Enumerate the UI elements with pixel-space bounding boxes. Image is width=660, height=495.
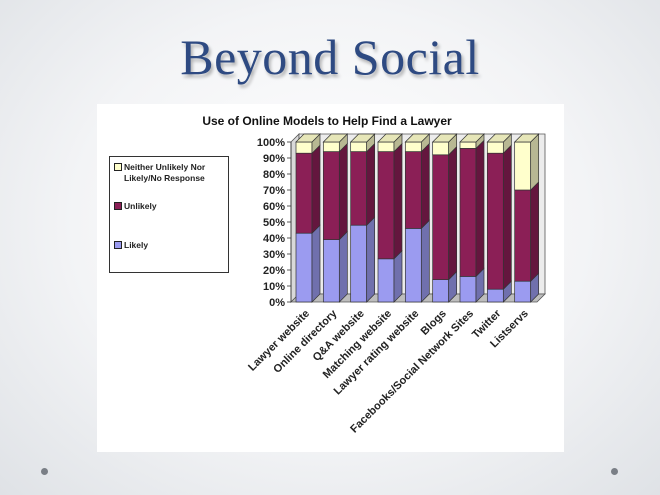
nav-dot-left [41,468,48,475]
bar-segment-side [338,230,348,303]
bar-top [404,133,431,143]
bar-segment-side [530,133,540,191]
y-tick-label: 60% [263,201,285,213]
bar-segment-side [338,142,348,241]
bar-segment [404,228,422,303]
bar-segment-side [311,224,321,303]
bar-segment-side [502,144,512,291]
bar-segment [486,152,504,290]
legend-swatch-likely [114,241,122,249]
bar-segment [514,189,532,282]
bar-segment-side [530,181,540,283]
bar-segment [322,239,340,303]
y-tick-label: 20% [263,265,285,277]
y-tick-label: 50% [263,217,285,229]
bar-segment [322,151,340,240]
y-tick-label: 100% [257,137,285,149]
chart-title: Use of Online Models to Help Find a Lawy… [202,114,452,128]
bar-segment [514,280,532,303]
bar-segment [377,151,395,260]
stacked-bar-chart: Use of Online Models to Help Find a Lawy… [202,114,546,435]
y-tick-label: 10% [263,281,285,293]
bar-segment [377,141,395,152]
bar-top [295,133,321,143]
bar-segment [459,276,477,303]
bar-top [377,133,403,143]
bar-segment [459,141,477,149]
bar-segment [432,141,450,156]
bar-segment-side [393,142,403,260]
chart-legend: Neither Unlikely Nor Likely/No Response … [109,156,229,273]
nav-dot-right [611,468,618,475]
chart-panel: Use of Online Models to Help Find a Lawy… [97,104,564,452]
bar-top [459,133,485,143]
bar-segment [377,258,395,303]
bar-segment-side [366,142,376,227]
bar-top [513,133,540,143]
bar-segment [432,279,450,303]
legend-swatch-unlikely [114,202,122,210]
bar-segment [350,141,368,152]
bar-segment [350,151,368,226]
legend-swatch-neither [114,163,122,171]
bar-top [486,133,513,143]
legend-label-neither: Neither Unlikely Nor Likely/No Response [124,162,206,183]
bar-segment-side [366,216,376,303]
bar-segment-side [393,249,403,303]
y-tick-label: 0% [269,297,285,309]
bar-segment [322,141,340,152]
y-tick-label: 80% [263,169,285,181]
bar-segment [295,141,313,154]
bar-segment [459,148,477,277]
legend-label-likely: Likely [124,240,149,250]
bar-segment-side [475,139,485,278]
bar-segment [350,224,368,303]
bar-segment-side [311,144,321,235]
legend-label-unlikely: Unlikely [124,201,157,211]
bar-segment [486,288,504,303]
bar-segment-side [420,219,430,303]
bar-top [431,133,458,143]
bar-top [349,133,376,143]
y-tick-label: 40% [263,233,285,245]
bar-segment-side [448,145,458,281]
slide-title: Beyond Social [180,29,480,85]
bar-top [322,133,349,143]
bar-segment [432,154,450,280]
y-tick-label: 90% [263,153,285,165]
bar-segment [514,141,532,191]
y-tick-label: 30% [263,249,285,261]
bar-segment [404,151,422,229]
bar-segment [404,141,422,152]
bar-segment [295,152,313,234]
bar-segment [295,232,313,303]
y-tick-label: 70% [263,185,285,197]
bar-segment [486,141,504,154]
bar-segment-side [420,142,430,230]
